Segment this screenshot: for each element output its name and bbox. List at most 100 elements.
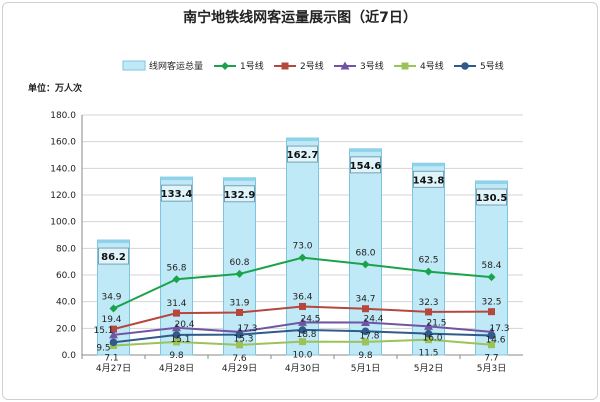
series-point <box>109 330 118 339</box>
series-value-label: 31.9 <box>229 298 249 308</box>
series-value-label: 19.4 <box>101 315 121 325</box>
bar-value-box <box>476 188 507 206</box>
legend-label: 5号线 <box>480 60 504 72</box>
series-point <box>424 321 433 330</box>
series-value-label: 34.9 <box>101 292 121 302</box>
bar-value-label: 154.6 <box>350 161 382 172</box>
series-point <box>362 305 369 313</box>
series-value-label: 10.0 <box>292 351 312 361</box>
series-point <box>172 323 181 332</box>
series-point <box>236 308 243 316</box>
series-point <box>109 304 118 313</box>
bar-top <box>223 177 256 181</box>
y-tick-label: 0.0 <box>62 351 77 361</box>
series-point <box>362 338 369 346</box>
bar-top <box>160 177 193 181</box>
bar-top <box>475 181 508 184</box>
series-value-label: 17.3 <box>489 324 509 334</box>
series-point <box>488 308 495 316</box>
y-tick-label: 40.0 <box>56 298 76 308</box>
series-value-label: 58.4 <box>481 261 501 271</box>
series-value-label: 7.1 <box>104 354 118 364</box>
series-value-label: 16.0 <box>422 334 442 344</box>
series-point <box>236 341 243 349</box>
series-value-label: 24.5 <box>300 314 320 324</box>
bar <box>223 177 256 356</box>
series-point <box>299 338 306 346</box>
bar-value-box <box>161 184 192 202</box>
series-point <box>425 336 432 344</box>
y-tick-label: 180.0 <box>50 111 76 121</box>
series-value-label: 34.7 <box>355 295 375 305</box>
bar-value-label: 86.2 <box>101 252 126 263</box>
series-value-label: 31.4 <box>166 299 186 309</box>
x-tick-label: 5月1日 <box>351 363 380 374</box>
x-tick-label: 5月2日 <box>414 363 443 374</box>
series-point <box>361 327 370 336</box>
series-point <box>298 317 307 326</box>
series-point <box>424 329 433 338</box>
series-point <box>109 338 118 347</box>
series-point <box>361 317 370 326</box>
chart-title: 南宁地铁线网客运量展示图（近7日） <box>183 9 417 26</box>
bar-value-box <box>98 247 129 265</box>
series-point <box>235 330 244 339</box>
legend-marker <box>221 62 229 70</box>
series-value-label: 7.6 <box>232 354 247 364</box>
series-point <box>361 260 370 269</box>
series-point <box>298 326 307 334</box>
bar-value-box <box>413 170 444 188</box>
bar-value-label: 162.7 <box>287 150 319 161</box>
bar-value-label: 143.8 <box>413 175 445 186</box>
series-point <box>172 275 181 284</box>
series-value-label: 56.8 <box>166 263 186 273</box>
x-tick-label: 4月27日 <box>96 363 131 374</box>
bar-top <box>286 138 319 142</box>
series-point <box>173 338 180 346</box>
series-value-label: 9.8 <box>169 351 184 361</box>
x-tick-label: 4月28日 <box>159 363 194 374</box>
series-value-label: 9.8 <box>358 351 373 361</box>
y-tick-label: 60.0 <box>56 271 76 281</box>
series-point <box>172 331 181 339</box>
series-value-label: 15.1 <box>170 335 190 345</box>
series-value-label: 17.8 <box>359 331 379 341</box>
series-point <box>424 267 433 276</box>
series-value-label: 36.4 <box>292 292 312 302</box>
series-value-label: 17.3 <box>237 324 257 334</box>
series-value-label: 24.4 <box>363 314 383 324</box>
bar-top <box>349 148 382 152</box>
bar-value-box <box>287 145 318 163</box>
series-point <box>299 302 306 310</box>
legend-label: 3号线 <box>360 60 384 72</box>
bar-value-label: 133.4 <box>161 189 193 200</box>
series-value-label: 62.5 <box>418 256 438 266</box>
unit-label: 单位：万人次 <box>28 82 82 94</box>
bar-value-box <box>350 156 381 174</box>
legend-label: 2号线 <box>300 60 324 72</box>
x-tick-label: 5月3日 <box>477 363 506 374</box>
series-point <box>298 253 307 262</box>
series-value-label: 20.4 <box>174 320 194 330</box>
series-value-label: 60.8 <box>229 258 249 268</box>
series-value-label: 21.5 <box>426 318 446 328</box>
legend-marker <box>461 62 469 70</box>
legend-marker <box>340 61 350 70</box>
series-value-label: 73.0 <box>292 242 312 252</box>
legend-label: 4号线 <box>420 60 444 72</box>
y-tick-label: 140.0 <box>50 164 76 174</box>
series-point <box>425 308 432 316</box>
series-value-label: 32.3 <box>418 298 438 308</box>
series-value-label: 15.3 <box>233 335 253 345</box>
bar-top <box>412 163 445 167</box>
x-tick-label: 4月29日 <box>222 363 257 374</box>
y-tick-label: 80.0 <box>56 244 76 254</box>
bar-value-label: 130.5 <box>476 193 508 204</box>
series-value-label: 15.1 <box>93 326 113 336</box>
series-value-label: 11.5 <box>418 349 438 359</box>
series-point <box>235 269 244 278</box>
legend-marker <box>401 62 409 70</box>
y-tick-label: 160.0 <box>50 138 76 148</box>
series-value-label: 32.5 <box>481 298 501 308</box>
